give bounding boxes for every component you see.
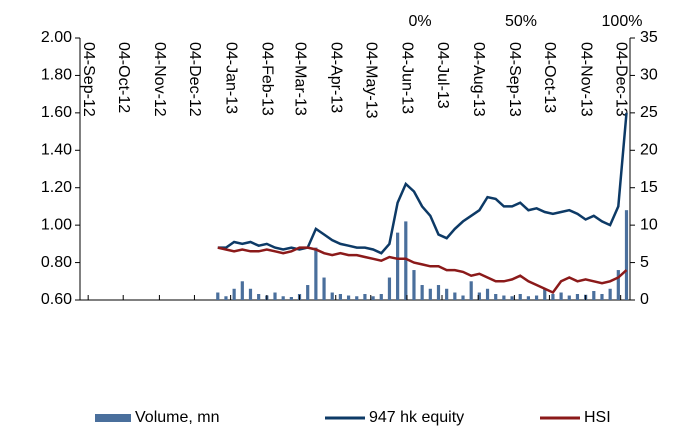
volume-bar xyxy=(363,294,367,300)
x2-tick-label: 0% xyxy=(408,13,431,30)
y2-tick-label: 5 xyxy=(640,254,649,271)
y-tick-label: 1.00 xyxy=(41,216,72,233)
volume-bar xyxy=(346,295,351,300)
y2-tick-label: 20 xyxy=(640,142,658,159)
volume-bar xyxy=(330,292,334,300)
volume-bar xyxy=(534,295,539,300)
x-tick-label: 04-Dec-12 xyxy=(186,42,203,117)
x-tick-label: 04-Sep-12 xyxy=(80,42,97,117)
volume-bar xyxy=(510,296,514,300)
y-tick-label: 0.80 xyxy=(41,254,72,271)
x-tick-label: 04-Aug-13 xyxy=(470,42,487,117)
volume-bar xyxy=(306,285,310,300)
y2-tick-label: 0 xyxy=(640,291,649,308)
volume-bar xyxy=(469,281,473,300)
volume-bar xyxy=(543,288,547,300)
volume-bar xyxy=(420,285,424,300)
y2-tick-label: 35 xyxy=(640,29,658,46)
x-tick-label: 04-Nov-12 xyxy=(151,42,168,117)
x-tick-label: 04-May-13 xyxy=(363,42,380,119)
y2-tick-label: 25 xyxy=(640,104,658,121)
volume-bar xyxy=(494,294,498,300)
volume-bar xyxy=(616,270,620,300)
volume-bar xyxy=(355,296,359,300)
legend-swatch xyxy=(95,414,131,422)
volume-bar xyxy=(477,292,481,300)
x-tick-label: 04-Sep-13 xyxy=(506,42,523,117)
volume-bar xyxy=(232,288,236,300)
x-tick-label: 04-Jan-13 xyxy=(222,42,239,114)
y-tick-label: 1.20 xyxy=(41,179,72,196)
y-tick-label: 2.00 xyxy=(41,29,72,46)
x-tick-label: 04-Oct-12 xyxy=(115,42,132,113)
volume-bar xyxy=(461,295,465,300)
volume-bar xyxy=(338,294,343,300)
volume-bar xyxy=(371,296,375,300)
x-tick-label: 04-Apr-13 xyxy=(327,42,344,113)
legend-label: 947 hk equity xyxy=(369,409,464,426)
y2-tick-label: 15 xyxy=(640,179,658,196)
y2-tick-label: 30 xyxy=(640,67,658,84)
volume-bar xyxy=(289,297,293,300)
volume-bar xyxy=(567,295,571,300)
volume-bar xyxy=(624,210,629,300)
x-tick-label: 04-Oct-13 xyxy=(541,42,558,113)
volume-bar xyxy=(404,221,408,300)
volume-bar xyxy=(248,288,253,300)
legend-label: Volume, mn xyxy=(135,409,219,426)
volume-bar xyxy=(445,288,449,300)
volume-bar xyxy=(412,270,416,300)
x-tick-label: 04-Mar-13 xyxy=(291,42,308,116)
volume-bar xyxy=(526,296,531,300)
volume-bar xyxy=(608,288,612,300)
x2-tick-label: 50% xyxy=(505,13,537,30)
volume-bar xyxy=(224,296,228,300)
x-tick-label: 04-Jul-13 xyxy=(434,42,451,109)
line-series xyxy=(217,112,628,255)
volume-bar xyxy=(453,292,457,300)
volume-bar xyxy=(379,294,383,300)
y-tick-label: 0.60 xyxy=(41,291,72,308)
volume-bar xyxy=(518,294,522,300)
y-tick-label: 1.40 xyxy=(41,142,72,159)
y-tick-label: 1.80 xyxy=(41,67,72,84)
volume-bar xyxy=(314,247,318,300)
volume-bar xyxy=(559,292,563,300)
y2-tick-label: 10 xyxy=(640,216,658,233)
x-tick-label: 04-Dec-13 xyxy=(612,42,629,117)
volume-bar xyxy=(281,296,285,300)
x-tick-label: 04-Nov-13 xyxy=(577,42,594,117)
volume-bar xyxy=(396,232,400,300)
x-tick-label: 04-Jun-13 xyxy=(399,42,416,114)
volume-bar xyxy=(322,277,326,300)
volume-bar xyxy=(428,288,432,300)
volume-bar xyxy=(592,291,596,300)
volume-bar xyxy=(436,285,441,300)
legend-label: HSI xyxy=(584,409,611,426)
y-tick-label: 1.60 xyxy=(41,104,72,121)
line-series xyxy=(217,246,628,295)
x2-tick-label: 100% xyxy=(602,13,643,30)
volume-bar xyxy=(273,292,277,300)
volume-bar xyxy=(600,294,604,300)
volume-bar xyxy=(575,294,580,300)
volume-bar xyxy=(502,295,506,300)
volume-bar xyxy=(257,294,261,300)
volume-bar xyxy=(216,292,220,300)
x-tick-label: 04-Feb-13 xyxy=(259,42,276,116)
volume-bar xyxy=(240,281,244,300)
volume-bar xyxy=(485,288,490,300)
volume-bar xyxy=(551,294,555,300)
volume-bar xyxy=(387,277,392,300)
